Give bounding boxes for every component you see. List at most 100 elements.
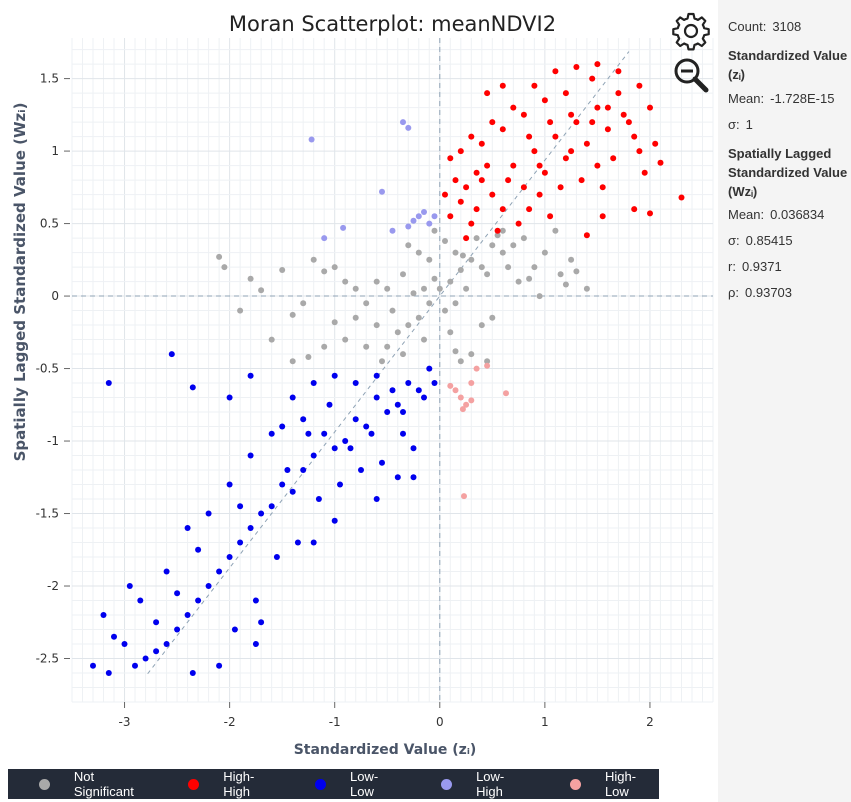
point-not-significant [573, 268, 580, 275]
legend-item-not-significant[interactable]: Not Significant [39, 769, 156, 799]
point-not-significant [384, 285, 391, 292]
point-not-significant [363, 300, 370, 307]
point-high-high [463, 235, 470, 242]
point-low-high [426, 220, 433, 227]
point-low-low [132, 662, 138, 669]
point-low-low [305, 430, 312, 437]
gear-icon[interactable] [671, 11, 711, 51]
legend-item-high-high[interactable]: High-High [188, 769, 280, 799]
legend-item-high-low[interactable]: High-Low [570, 769, 659, 799]
point-not-significant [484, 271, 491, 278]
point-high-high [536, 191, 543, 198]
point-high-high [531, 82, 538, 89]
point-high-low [459, 406, 466, 413]
point-not-significant [499, 227, 506, 234]
point-high-high [578, 177, 585, 184]
point-not-significant [442, 238, 448, 244]
point-high-high [647, 210, 653, 217]
point-high-high [562, 155, 569, 162]
point-low-low [268, 503, 275, 510]
point-low-low [315, 496, 322, 502]
point-not-significant [531, 264, 538, 271]
point-high-high [473, 206, 480, 213]
point-not-significant [352, 285, 359, 292]
point-high-high [557, 184, 564, 191]
point-low-low [421, 394, 427, 401]
point-low-low [300, 416, 307, 423]
point-high-high [631, 133, 638, 140]
y-axis-label: Spatially Lagged Standardized Value (Wzᵢ… [11, 102, 29, 462]
point-high-high [520, 111, 527, 118]
point-low-low [153, 648, 160, 655]
y-tick-label: -2.5 [36, 652, 59, 666]
point-not-significant [541, 249, 548, 256]
point-low-low [310, 452, 317, 459]
y-tick-label: -0.5 [36, 362, 59, 376]
point-low-low [226, 394, 233, 401]
point-high-high [478, 140, 485, 147]
point-high-high [615, 90, 622, 97]
point-high-high [647, 104, 653, 111]
point-high-low [468, 397, 475, 404]
r-label: r: [728, 259, 736, 274]
point-low-low [368, 430, 375, 437]
point-low-low [231, 626, 238, 633]
legend-item-low-low[interactable]: Low-Low [315, 769, 401, 799]
point-not-significant [421, 285, 427, 292]
point-not-significant [505, 264, 512, 271]
point-low-low [195, 597, 202, 604]
point-low-low [400, 409, 406, 415]
point-not-significant [405, 322, 412, 329]
point-low-low [184, 525, 191, 531]
point-low-low [384, 409, 391, 415]
point-high-high [447, 155, 454, 162]
point-high-high [631, 206, 638, 213]
point-high-high [636, 82, 643, 89]
point-high-high [562, 90, 569, 97]
point-low-low [174, 626, 181, 633]
point-low-low [205, 510, 212, 517]
legend-item-low-high[interactable]: Low-High [441, 769, 530, 799]
y-tick-label: -1.5 [36, 507, 59, 521]
point-low-low [153, 619, 160, 626]
point-not-significant [384, 343, 391, 350]
point-not-significant [473, 235, 480, 242]
point-high-low [452, 387, 459, 394]
point-high-high [489, 119, 496, 126]
point-low-low [168, 351, 175, 358]
std-sigma-label: σ: [728, 117, 740, 132]
point-low-high [400, 119, 406, 126]
point-not-significant [305, 354, 312, 360]
point-not-significant [426, 256, 433, 263]
point-not-significant [442, 307, 448, 314]
point-high-high [573, 64, 580, 70]
point-low-low [373, 372, 380, 379]
point-low-low [226, 481, 233, 488]
point-low-low [237, 539, 244, 546]
point-high-high [510, 162, 517, 169]
point-low-low [284, 467, 291, 473]
point-low-low [163, 568, 170, 575]
point-low-low [326, 401, 333, 408]
point-high-high [568, 111, 575, 118]
point-not-significant [415, 249, 422, 256]
r-value: 0.9371 [741, 259, 782, 274]
point-low-low [142, 655, 149, 662]
point-not-significant [452, 249, 459, 256]
point-not-significant [415, 314, 422, 321]
x-axis-label: Standardized Value (zᵢ) [293, 742, 477, 758]
point-low-low [252, 597, 259, 604]
point-low-low [105, 670, 112, 676]
point-high-high [541, 169, 548, 176]
point-not-significant [221, 264, 228, 271]
point-high-high [547, 119, 554, 126]
zoom-out-icon[interactable] [671, 55, 711, 95]
point-high-high [489, 191, 496, 198]
lag-mean-value: 0.036834 [770, 207, 825, 222]
point-not-significant [557, 271, 564, 278]
scatter-plot[interactable]: -3 -2 -1 0 1 2 -2.5 -2 -1.5 -1 -0.5 0 0.5 1 1.5 [0, 0, 718, 802]
point-not-significant [489, 314, 496, 321]
lag-sigma-stat: σ: 0.85415 [728, 232, 851, 258]
point-not-significant [373, 278, 380, 285]
y-tick-label: -1 [47, 434, 59, 448]
